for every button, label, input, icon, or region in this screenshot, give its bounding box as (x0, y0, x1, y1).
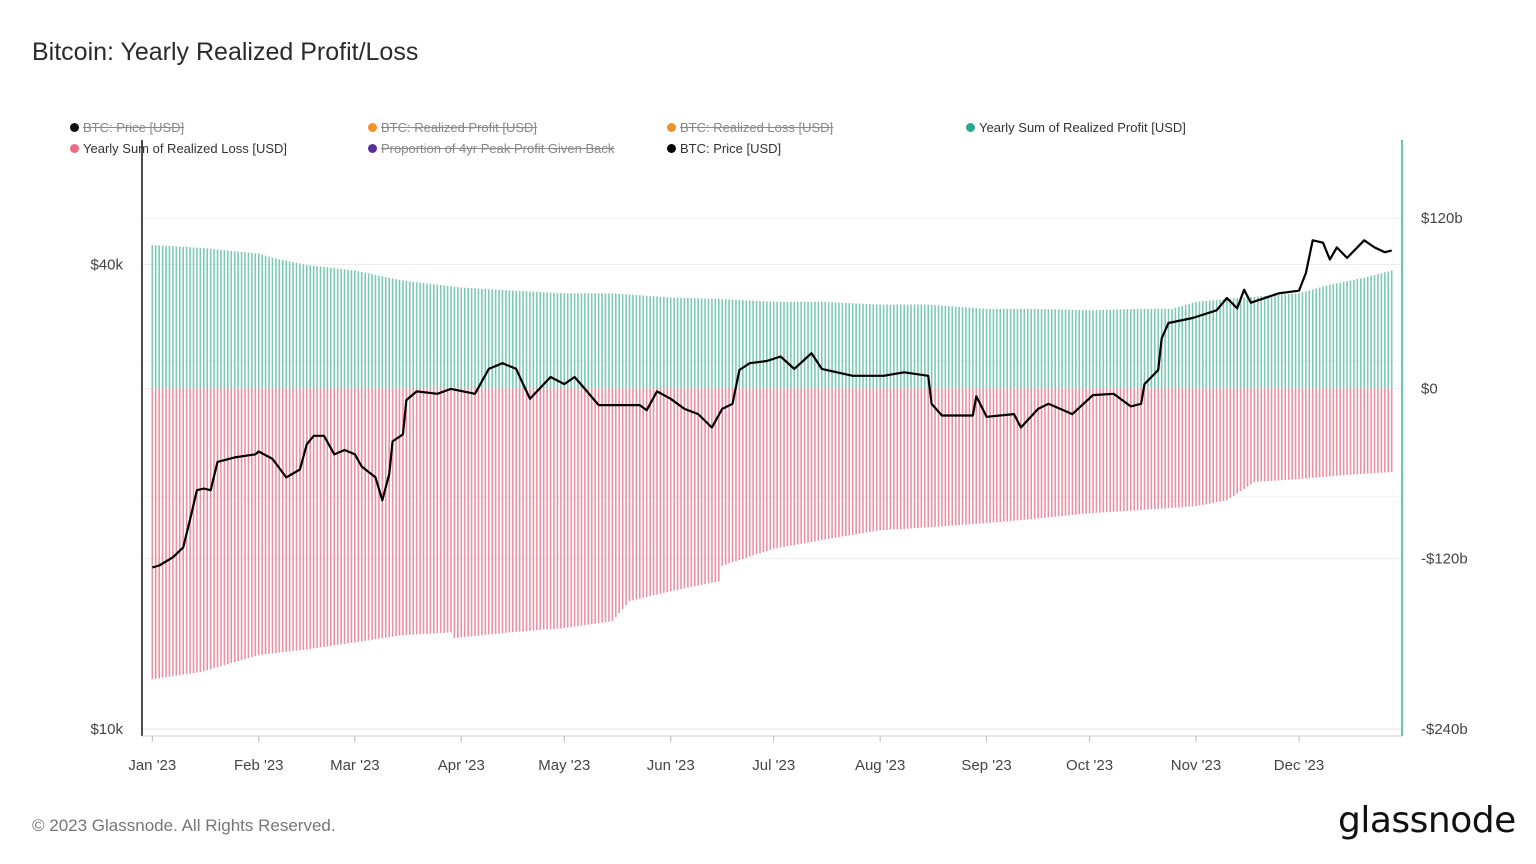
right-y-tick-label: -$240b (1421, 721, 1468, 738)
x-tick-label: Oct '23 (1066, 757, 1113, 774)
x-tick-label: Mar '23 (330, 757, 380, 774)
x-axis-ticks: Jan '23 Feb '23 Mar '23 Apr '23 May '23 Jun '… (128, 736, 1324, 774)
x-tick-label: Apr '23 (438, 757, 485, 774)
bars (151, 245, 1393, 680)
copyright-footer: © 2023 Glassnode. All Rights Reserved. (32, 816, 336, 835)
legend-label: BTC: Price [USD] (680, 141, 782, 156)
x-tick-label: Nov '23 (1171, 757, 1221, 774)
legend-dot-icon (70, 144, 79, 153)
x-tick-label: Dec '23 (1274, 757, 1324, 774)
legend-label: BTC: Price [USD] (83, 120, 185, 135)
left-y-tick-label: $40k (90, 257, 123, 274)
x-tick-label: Aug '23 (855, 757, 905, 774)
legend-label: Proportion of 4yr Peak Profit Given Back (381, 141, 615, 156)
legend-dot-icon (70, 123, 79, 132)
x-tick-label: Jun '23 (647, 757, 695, 774)
legend-dot-icon (368, 123, 377, 132)
legend-dot-icon (368, 144, 377, 153)
right-y-tick-label: $120b (1421, 210, 1463, 227)
legend-label: Yearly Sum of Realized Profit [USD] (979, 120, 1186, 135)
x-tick-label: Feb '23 (234, 757, 284, 774)
legend-item[interactable]: Proportion of 4yr Peak Profit Given Back (368, 141, 614, 156)
x-tick-label: May '23 (538, 757, 590, 774)
legend-dot-icon (966, 123, 975, 132)
right-y-tick-label: $0 (1421, 380, 1438, 397)
glassnode-logo: glassnode (1338, 800, 1516, 841)
legend-label: BTC: Realized Loss [USD] (680, 120, 834, 135)
right-y-tick-label: -$120b (1421, 551, 1468, 568)
legend-item[interactable]: BTC: Price [USD] (667, 141, 781, 156)
x-tick-label: Sep '23 (961, 757, 1011, 774)
chart-title: Bitcoin: Yearly Realized Profit/Loss (32, 38, 419, 66)
legend-item[interactable]: BTC: Realized Loss [USD] (667, 120, 833, 135)
legend-dot-icon (667, 123, 676, 132)
btc-price-line (151, 239, 1392, 569)
y-axis-ticks: $40k $10k $120b $0 -$120b -$240b (90, 210, 1467, 738)
legend-label: BTC: Realized Profit [USD] (381, 120, 538, 135)
x-tick-label: Jul '23 (752, 757, 795, 774)
legend-item[interactable]: BTC: Price [USD] (70, 120, 184, 135)
legend-dot-icon (667, 144, 676, 153)
x-tick-label: Jan '23 (128, 757, 176, 774)
legend-label: Yearly Sum of Realized Loss [USD] (83, 141, 288, 156)
legend-item[interactable]: Yearly Sum of Realized Loss [USD] (70, 141, 287, 156)
left-y-tick-label: $10k (90, 721, 123, 738)
legend-item[interactable]: BTC: Realized Profit [USD] (368, 120, 537, 135)
legend-item[interactable]: Yearly Sum of Realized Profit [USD] (966, 120, 1186, 135)
